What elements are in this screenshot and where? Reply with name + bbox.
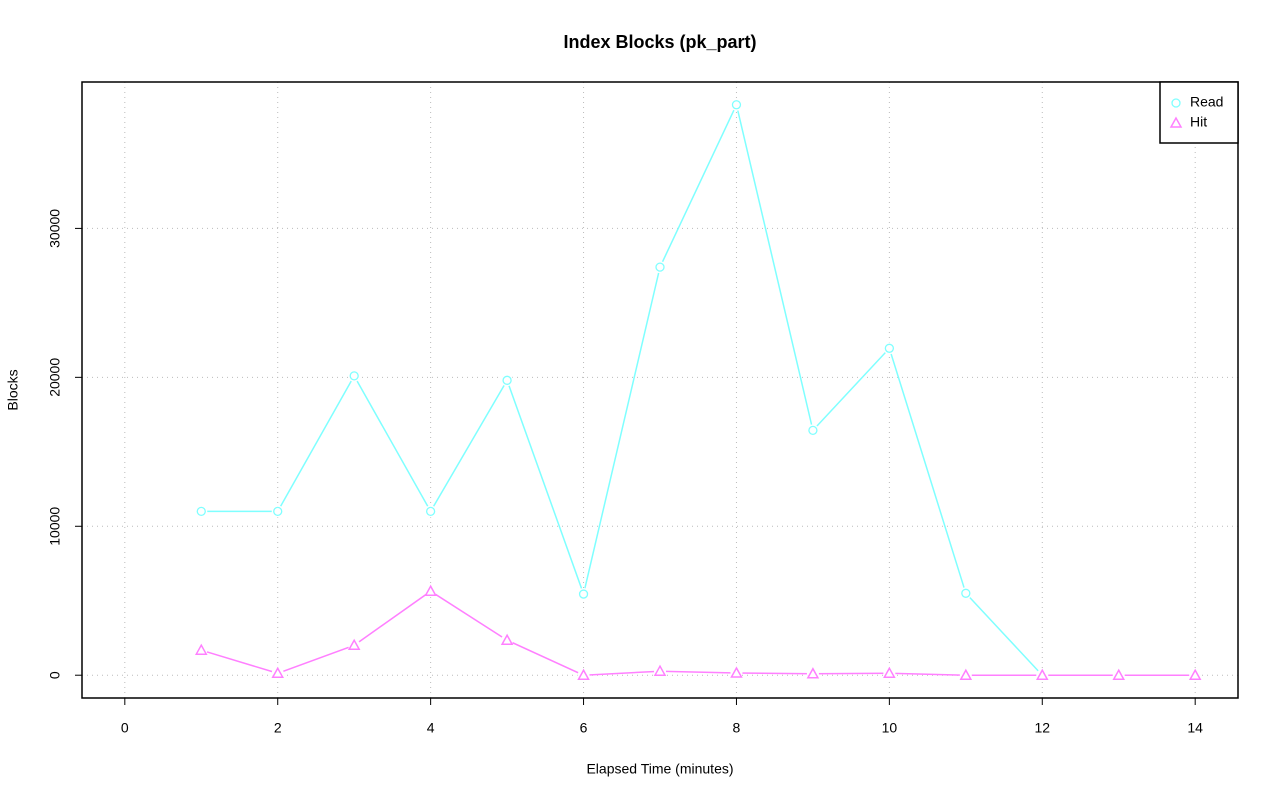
data-point bbox=[196, 506, 206, 517]
data-point bbox=[806, 667, 820, 679]
data-point bbox=[424, 584, 437, 596]
legend-label: Hit bbox=[1190, 114, 1207, 130]
marker-gap bbox=[730, 666, 743, 679]
data-point bbox=[961, 588, 971, 598]
y-tick-label: 0 bbox=[47, 671, 63, 679]
marker-gap bbox=[195, 644, 208, 657]
series-line bbox=[201, 102, 1196, 676]
y-tick-label: 20000 bbox=[47, 358, 63, 397]
marker-gap bbox=[1112, 669, 1125, 682]
data-point bbox=[1036, 668, 1049, 680]
x-tick-label: 14 bbox=[1187, 720, 1203, 736]
data-point bbox=[273, 506, 283, 517]
data-point bbox=[425, 506, 436, 517]
marker-gap bbox=[883, 667, 896, 680]
legend-marker bbox=[1171, 98, 1181, 108]
marker-gap bbox=[577, 669, 590, 682]
data-point bbox=[730, 666, 743, 678]
x-tick-label: 12 bbox=[1034, 720, 1050, 736]
data-point bbox=[347, 638, 361, 651]
marker-gap bbox=[348, 639, 361, 652]
marker-gap bbox=[1189, 669, 1202, 682]
x-tick-label: 10 bbox=[882, 720, 898, 736]
data-point bbox=[959, 668, 973, 680]
marker-gap bbox=[806, 667, 819, 680]
x-tick-label: 2 bbox=[274, 720, 282, 736]
data-point bbox=[884, 343, 895, 353]
x-tick-label: 0 bbox=[121, 720, 129, 736]
x-tick-label: 8 bbox=[733, 720, 741, 736]
x-tick-label: 6 bbox=[580, 720, 588, 736]
data-point bbox=[653, 664, 667, 676]
legend-box bbox=[1159, 81, 1239, 144]
y-axis-label: Blocks bbox=[5, 369, 21, 410]
data-point bbox=[194, 643, 208, 655]
x-axis-label: Elapsed Time (minutes) bbox=[586, 761, 733, 777]
data-point bbox=[578, 589, 589, 599]
y-tick-label: 10000 bbox=[47, 507, 63, 546]
chart-title: Index Blocks (pk_part) bbox=[563, 32, 756, 52]
data-point bbox=[502, 375, 512, 385]
legend-label: Read bbox=[1190, 94, 1223, 110]
marker-gap bbox=[1036, 669, 1049, 682]
x-tick-label: 4 bbox=[427, 720, 435, 736]
data-point bbox=[883, 666, 896, 679]
marker-gap bbox=[959, 669, 972, 682]
data-point bbox=[808, 425, 818, 436]
data-point bbox=[655, 262, 665, 272]
marker-gap bbox=[501, 634, 514, 647]
data-point bbox=[1188, 668, 1202, 680]
data-point bbox=[731, 100, 742, 110]
plot-frame bbox=[81, 81, 1239, 699]
y-tick-label: 30000 bbox=[47, 209, 63, 248]
data-point bbox=[1112, 668, 1126, 680]
legend-marker bbox=[1169, 116, 1183, 128]
data-point bbox=[349, 371, 359, 381]
series-line bbox=[201, 590, 1196, 676]
data-point bbox=[500, 633, 514, 645]
data-point bbox=[577, 668, 590, 680]
marker-gap bbox=[424, 585, 437, 598]
marker-gap bbox=[654, 665, 666, 678]
data-point bbox=[271, 666, 284, 679]
marker-gap bbox=[271, 667, 284, 680]
